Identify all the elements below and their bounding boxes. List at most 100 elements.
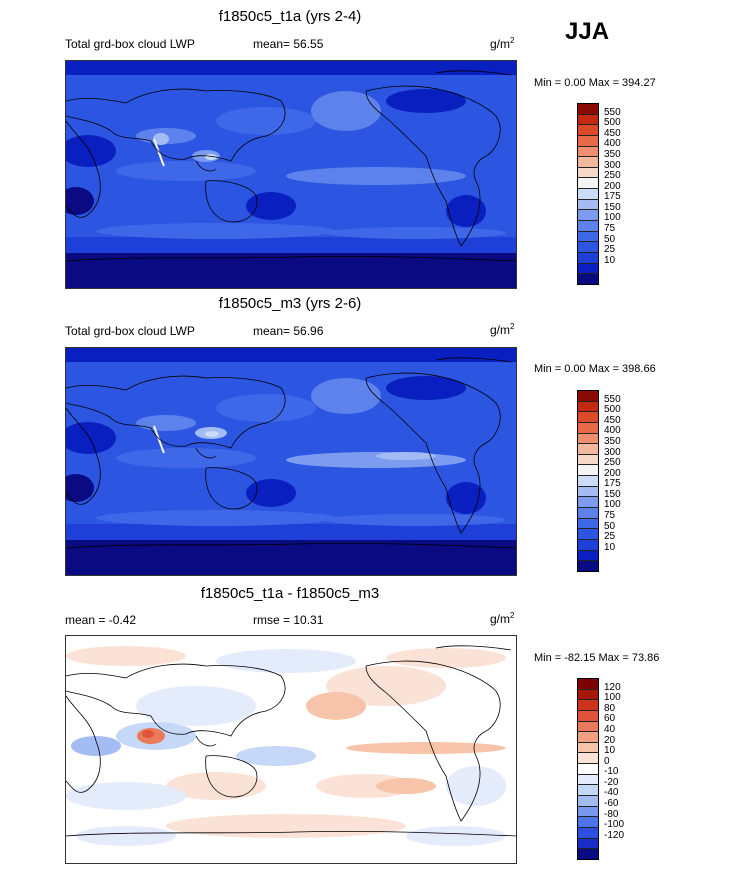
- panel3-units: g/m2: [490, 611, 515, 626]
- colorbar-swatch: [578, 146, 598, 158]
- panel3-minmax: Min = -82.15 Max = 73.86: [534, 652, 660, 664]
- colorbar-swatch: [578, 785, 598, 797]
- colorbar-tick-label: 350: [604, 435, 621, 447]
- colorbar-tick-label: 100: [604, 212, 621, 224]
- colorbar-tick-label: 10: [604, 745, 616, 757]
- panel1-minmax: Min = 0.00 Max = 394.27: [534, 77, 656, 89]
- colorbar-swatch: [578, 252, 598, 264]
- colorbar-tick-label: 175: [604, 478, 621, 490]
- colorbar-swatch: [578, 189, 598, 200]
- colorbar-swatch: [578, 700, 598, 711]
- colorbar-swatch: [578, 465, 598, 477]
- colorbar-tick-label: 40: [604, 723, 616, 735]
- colorbar-tick-label: 550: [604, 393, 621, 405]
- panel2-mean-label: mean= 56.96: [253, 324, 324, 338]
- panel2-units: g/m2: [490, 322, 515, 337]
- panel3-title: f1850c5_t1a - f1850c5_m3: [200, 585, 380, 602]
- colorbar-tick-label: -10: [604, 766, 619, 778]
- colorbar-swatch: [578, 529, 598, 540]
- colorbar-tick-label: 80: [604, 702, 616, 714]
- colorbar-tick-label: 100: [604, 692, 621, 704]
- colorbar-swatch: [578, 221, 598, 232]
- colorbar-tick-label: 550: [604, 106, 621, 118]
- colorbar-tick-label: 25: [604, 531, 616, 543]
- panel3-map: [65, 635, 517, 864]
- colorbar-swatch: [578, 454, 598, 466]
- panel2-colorbar-ticks: 550 500 450 400 350 300 250 200 175 150 100 75 50 25 1…: [604, 390, 644, 570]
- colorbar-swatch: [578, 274, 598, 284]
- colorbar-swatch: [578, 231, 598, 243]
- colorbar-tick-label: 75: [604, 510, 616, 522]
- panel2-field-label: Total grd-box cloud LWP: [65, 324, 195, 338]
- panel3-colorbar: [577, 678, 599, 860]
- colorbar-swatch: [578, 114, 598, 126]
- colorbar-swatch: [578, 391, 598, 402]
- colorbar-swatch: [578, 774, 598, 786]
- colorbar-swatch: [578, 401, 598, 413]
- colorbar-tick-label: 400: [604, 425, 621, 437]
- colorbar-tick-label: 175: [604, 191, 621, 203]
- colorbar-swatch: [578, 806, 598, 818]
- season-label: JJA: [565, 18, 610, 45]
- colorbar-swatch: [578, 764, 598, 775]
- colorbar-tick-label: 300: [604, 446, 621, 458]
- colorbar-swatch: [578, 444, 598, 455]
- panel1-mean-label: mean= 56.55: [253, 37, 324, 51]
- colorbar-swatch: [578, 849, 598, 859]
- panel1-colorbar-ticks: 550 500 450 400 350 300 250 200 175 150 100 75 50 25 1…: [604, 103, 644, 283]
- panel1-map: [65, 60, 517, 289]
- colorbar-swatch: [578, 689, 598, 701]
- panel2-colorbar: [577, 390, 599, 572]
- colorbar-tick-label: 350: [604, 148, 621, 160]
- panel2-title: f1850c5_m3 (yrs 2-6): [218, 295, 362, 312]
- colorbar-swatch: [578, 796, 598, 807]
- colorbar-swatch: [578, 263, 598, 275]
- colorbar-swatch: [578, 178, 598, 190]
- colorbar-tick-label: -40: [604, 787, 619, 799]
- colorbar-tick-label: 75: [604, 223, 616, 235]
- colorbar-swatch: [578, 732, 598, 743]
- colorbar-tick-label: 300: [604, 159, 621, 171]
- colorbar-swatch: [578, 422, 598, 434]
- panel2-map: [65, 347, 517, 576]
- colorbar-swatch: [578, 157, 598, 168]
- colorbar-tick-label: 400: [604, 138, 621, 150]
- panel1-colorbar: [577, 103, 599, 285]
- colorbar-tick-label: 150: [604, 201, 621, 213]
- colorbar-tick-label: 50: [604, 520, 616, 532]
- colorbar-tick-label: 150: [604, 488, 621, 500]
- colorbar-tick-label: -80: [604, 808, 619, 820]
- colorbar-tick-label: 120: [604, 681, 621, 693]
- colorbar-tick-label: 60: [604, 713, 616, 725]
- panel2-minmax: Min = 0.00 Max = 398.66: [534, 363, 656, 375]
- colorbar-tick-label: 10: [604, 541, 616, 553]
- panel2-colorbar-swatches: [577, 390, 599, 572]
- panel3-mean-label: mean = -0.42: [65, 613, 137, 627]
- colorbar-swatch: [578, 721, 598, 733]
- colorbar-tick-label: 250: [604, 170, 621, 182]
- colorbar-swatch: [578, 135, 598, 147]
- colorbar-swatch: [578, 497, 598, 509]
- colorbar-tick-label: 500: [604, 117, 621, 129]
- panel3-colorbar-ticks: 120 100 80 60 40 20 10 0 -10 -20 -40 -60 -80 -100 -120: [604, 678, 644, 858]
- colorbar-swatch: [578, 412, 598, 423]
- colorbar-tick-label: 25: [604, 244, 616, 256]
- colorbar-swatch: [578, 753, 598, 765]
- colorbar-tick-label: 0: [604, 755, 610, 767]
- colorbar-tick-label: 10: [604, 254, 616, 266]
- colorbar-swatch: [578, 508, 598, 519]
- colorbar-swatch: [578, 104, 598, 115]
- colorbar-swatch: [578, 199, 598, 211]
- colorbar-swatch: [578, 167, 598, 179]
- colorbar-swatch: [578, 539, 598, 551]
- colorbar-swatch: [578, 710, 598, 722]
- colorbar-tick-label: -60: [604, 798, 619, 810]
- colorbar-tick-label: 50: [604, 233, 616, 245]
- colorbar-swatch: [578, 561, 598, 571]
- colorbar-tick-label: 500: [604, 404, 621, 416]
- colorbar-swatch: [578, 550, 598, 562]
- colorbar-tick-label: -20: [604, 776, 619, 788]
- colorbar-swatch: [578, 838, 598, 850]
- colorbar-tick-label: 200: [604, 467, 621, 479]
- panel1-colorbar-swatches: [577, 103, 599, 285]
